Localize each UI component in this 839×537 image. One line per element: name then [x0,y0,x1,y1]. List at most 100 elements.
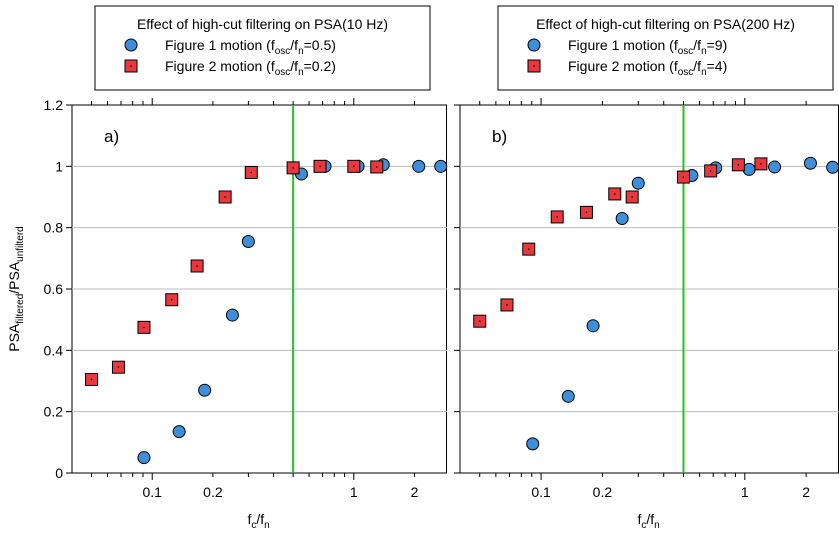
panel-b-legend-entry: Figure 2 motion (fosc/fn=4) [568,58,727,78]
panel-b-point-square-dot [631,196,633,198]
panel-a-point-square-dot [90,378,93,381]
panel-a-point-square-dot [292,167,294,169]
panel-b-legend-entry-sub-3: n [701,67,707,78]
panel-b-point-circle [526,437,540,451]
panel-a-xtick-label: 1 [350,484,358,500]
panel-a-x-axis-label-part-2: /f [256,511,264,527]
y-axis-label-part-2: /PSA [6,261,22,294]
panel-a-legend-entry-part-2: /f [290,58,298,74]
panel-b-legend-title: Effect of high-cut filtering on PSA(200 … [536,16,795,32]
y-axis-label: PSAfiltered/PSAunfilterd [6,226,26,352]
panel-a-legend-entry-sub-3: n [298,46,304,57]
panel-a-point-circle [172,425,186,439]
panel-b-point-square-dot [613,193,616,195]
panel-a-point-square-dot [224,196,226,198]
panel-b-point-square-dot [760,163,762,165]
panel-a-xtick-label: 0.1 [142,484,162,500]
panel-a-point-square-dot [143,326,145,329]
panel-a-label: a) [104,127,119,146]
panel-b-point-square-dot [709,170,712,172]
panel-a-legend-box [94,5,431,91]
panel-a-point-circle [137,451,151,465]
panel-b-point-circle [631,176,645,190]
panel-a-point-square-dot [196,265,198,267]
panel-b-point-circle [561,389,575,403]
panel-a-ytick-label: 0.2 [44,404,64,420]
panel-a-ytick-label: 1.2 [44,97,64,113]
panel-a-legend-entry-part-0: Figure 2 motion (f [165,58,275,74]
panel-a-point-circle [434,159,448,173]
panel-a-legend-entry-part-0: Figure 1 motion (f [165,37,275,53]
panel-a-legend-entry-part-2: /f [290,37,298,53]
panel-b-x-axis-label-sub-1: c [641,520,646,531]
panel-a-point-square-dot [250,171,253,174]
y-axis-label-sub-3: unfilterd [15,226,26,262]
panel-a-point-circle [225,308,239,322]
panel-b-xtick-label: 2 [802,484,810,500]
panel-a-legend-entry-part-4: =0.2) [304,58,336,74]
panel-b-xtick-label: 0.1 [531,484,551,500]
panel-b-legend-box [497,5,834,91]
panel-b-point-circle [826,160,839,174]
panel-a-legend-entry-sub-1: osc [275,67,291,78]
panel-b-x-axis-label-part-2: /f [646,511,654,527]
panel-a-point-circle [241,234,255,248]
panel-b-xtick-label: 0.2 [593,484,613,500]
panel-b-legend: Effect of high-cut filtering on PSA(200 … [497,5,834,91]
panel-b-label: b) [492,127,507,146]
panel-a-xtick-label: 2 [411,484,419,500]
panel-a-point-square-dot [319,165,321,168]
panel-b-legend-entry-sub-3: n [701,46,707,57]
panel-b-point-circle [586,319,600,333]
panel-b-point-square-dot [682,176,685,178]
panel-a-legend-entry-part-4: =0.5) [304,37,336,53]
panel-b-point-circle [742,162,756,176]
panel-b-point-circle [615,211,629,225]
panel-b-legend-entry-sub-1: osc [678,67,694,78]
panel-a-legend-entry-sub-3: n [298,67,304,78]
panel-a-x-axis-label-sub-1: c [251,520,256,531]
panel-b-point-square-dot [585,211,588,214]
panel-a-ytick-label: 0.4 [44,342,64,358]
panel-a-point-square-dot [352,165,355,168]
panel-a-legend-marker-dot [130,65,132,67]
panel-a-x-axis-label-part-0: f [248,511,252,527]
panel-a-point-square-dot [375,166,378,168]
panel-a-point-circle [198,383,212,397]
panel-b-legend-marker-dot [533,65,535,67]
panel-b-point-square-dot [478,320,481,323]
panel-a-legend-entry-sub-1: osc [275,46,291,57]
panel-b: 0.1 0.2 1 2fc/fnb)Effect of high-cut filter… [454,5,839,531]
y-axis-label-sub-1: filtered [15,294,26,324]
panel-b-legend-marker-circle [527,38,541,52]
panel-a: 00.20.40.60.811.20.1 0.2 1 2fc/fna)Effect o… [44,5,448,531]
panel-b-legend-entry-part-2: /f [693,37,701,53]
panel-a-point-square-dot [170,298,173,301]
panel-b-point-square-dot [527,248,530,250]
panel-b-point-square-dot [737,164,740,166]
panel-b-point-square-dot [556,216,559,218]
y-axis-label-part-0: PSA [6,323,22,352]
panel-a-legend-marker-circle [124,38,138,52]
panel-b-legend-entry-part-0: Figure 2 motion (f [568,58,678,74]
panel-a-ytick-label: 0 [55,465,63,481]
panel-a-point-square-dot [117,366,120,369]
panel-b-x-axis-label: fc/fn [638,511,660,531]
panel-b-xtick-label: 1 [741,484,749,500]
panel-a-legend-entry: Figure 2 motion (fosc/fn=0.2) [165,58,336,78]
panel-b-x-axis-label-part-0: f [638,511,642,527]
panel-a-x-axis-label: fc/fn [248,511,270,531]
panel-a-legend-entry: Figure 1 motion (fosc/fn=0.5) [165,37,336,57]
panel-a-legend-title: Effect of high-cut filtering on PSA(10 H… [137,16,388,32]
panel-a-ytick-label: 0.6 [44,281,64,297]
panel-b-legend-entry-sub-1: osc [678,46,694,57]
panel-a-legend: Effect of high-cut filtering on PSA(10 H… [94,5,431,91]
panel-a-point-circle [412,159,426,173]
panel-a-x-axis-label-sub-3: n [264,520,270,531]
panel-b-legend-entry-part-4: =9) [707,37,728,53]
panel-a-xtick-label: 0.2 [203,484,223,500]
panel-b-legend-entry-part-2: /f [693,58,701,74]
panel-b-legend-entry-part-4: =4) [707,58,728,74]
